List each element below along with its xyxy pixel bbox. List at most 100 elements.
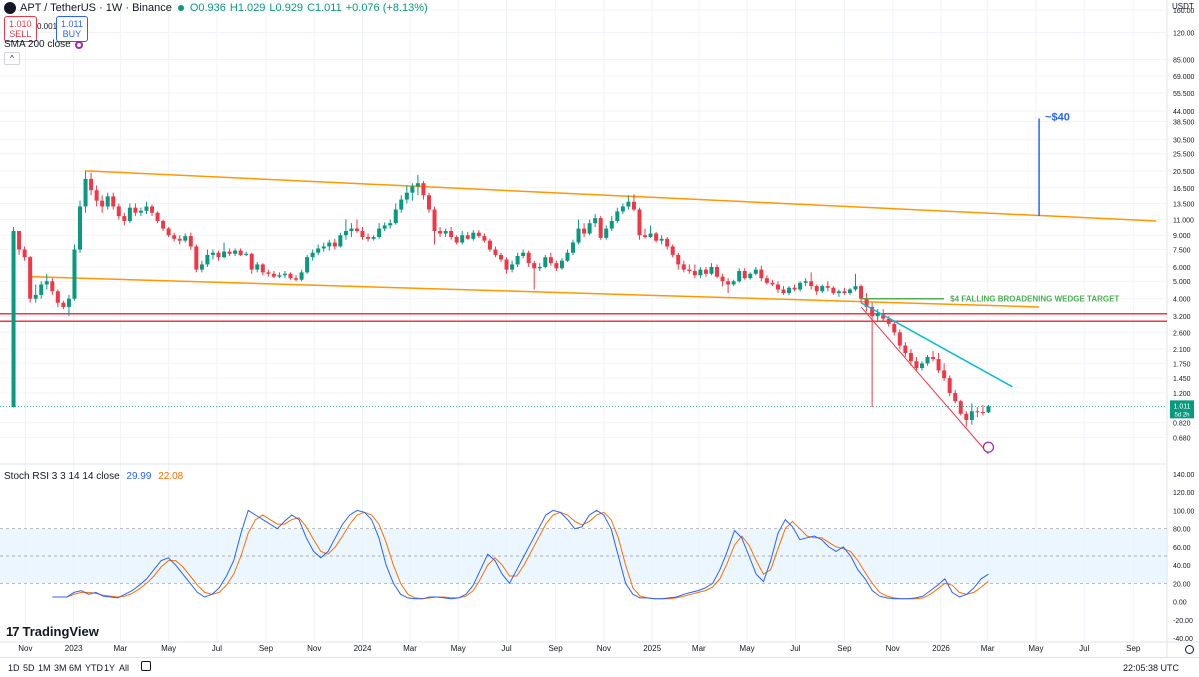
candle-body	[487, 240, 492, 250]
stoch-d-value: 22.08	[158, 471, 184, 482]
close-value: C1.011	[307, 2, 342, 14]
candle-body	[720, 276, 725, 282]
candle-body	[870, 306, 875, 317]
utc-clock[interactable]: 22:05:38 UTC	[1122, 663, 1179, 673]
candle-body	[222, 251, 227, 258]
wedge-target-label: $4 FALLING BROADENING WEDGE TARGET	[950, 295, 1119, 304]
candle	[831, 286, 836, 295]
sell-button[interactable]: 1.010 SELL	[4, 16, 37, 42]
tradingview-logo[interactable]: 17 TradingView	[6, 624, 99, 639]
candle	[753, 266, 758, 276]
timeframe-1m[interactable]: 1M	[38, 663, 51, 673]
candle	[554, 260, 559, 271]
timeframe-all[interactable]: All	[119, 663, 130, 673]
timeframe-1y[interactable]: 1Y	[104, 663, 116, 673]
candle	[665, 237, 670, 250]
chevron-up-icon[interactable]: ^	[4, 52, 20, 65]
calendar-icon[interactable]	[141, 661, 151, 671]
low-value: L0.929	[269, 2, 304, 14]
candle-body	[936, 359, 941, 371]
candle-body	[886, 318, 891, 324]
time-axis-label: Nov	[886, 644, 900, 653]
candle	[50, 278, 55, 295]
candle	[44, 273, 49, 290]
event-marker-icon	[982, 441, 995, 453]
sma-indicator-legend[interactable]: SMA 200 close	[4, 39, 83, 50]
time-axis-label: Mar	[113, 644, 127, 653]
candle	[803, 278, 808, 287]
candle-body	[748, 273, 753, 279]
currency-selector[interactable]: USDT	[1172, 2, 1194, 11]
candle	[238, 248, 243, 257]
candle-body	[44, 281, 49, 285]
stoch-lines-layer	[52, 509, 989, 600]
gear-icon[interactable]	[1185, 645, 1194, 654]
timeframe-3m[interactable]: 3M	[54, 663, 67, 673]
candle-body	[587, 223, 592, 234]
last-price-tag-bg	[1170, 400, 1194, 419]
drawings-front-layer	[0, 118, 1167, 455]
indicator-visibility-icon[interactable]	[74, 40, 83, 49]
candle-body	[814, 286, 819, 292]
time-axis-label: 2023	[65, 644, 83, 653]
time-axis[interactable]: Nov 2023 Mar May Jul Sep Nov 2024 Mar May Jul Sep No…	[18, 644, 1141, 653]
time-axis-label: Jul	[212, 644, 222, 653]
candle-body	[670, 246, 675, 255]
candles-layer	[11, 170, 991, 427]
price-axis[interactable]: 160.00 120.00 85.000 69.000 55.500 44.000 38.5…	[1170, 8, 1195, 442]
candle-body	[138, 210, 143, 213]
wedge-upper-line	[85, 170, 1157, 222]
timeframe-ytd[interactable]: YTD	[85, 663, 103, 673]
candle-body	[371, 237, 376, 239]
candle-body	[61, 302, 66, 307]
candle-body	[17, 231, 22, 250]
timeframe-6m[interactable]: 6M	[69, 663, 82, 673]
candle-body	[787, 287, 792, 294]
candle-body	[659, 238, 664, 241]
candle-body	[925, 356, 930, 364]
candle	[809, 272, 814, 290]
stoch-k-value: 29.99	[126, 471, 152, 482]
candle	[271, 270, 276, 279]
stoch-axis[interactable]: 140.00 120.00 100.00 80.00 60.00 40.00 20.00 0.…	[1173, 472, 1195, 643]
stoch-axis-label: 60.00	[1173, 545, 1191, 552]
candle-body	[332, 242, 337, 247]
candle	[925, 354, 930, 366]
stoch-axis-label: 120.00	[1173, 490, 1195, 497]
price-axis-label: 4.000	[1173, 297, 1191, 304]
buy-button[interactable]: 1.011 BUY	[56, 16, 88, 42]
candle	[748, 272, 753, 280]
candle-body	[764, 278, 769, 283]
candle-body	[582, 228, 587, 234]
timeframe-1d[interactable]: 1D	[8, 663, 20, 673]
candle-body	[11, 231, 16, 408]
candle	[360, 226, 365, 240]
stoch-rsi-legend[interactable]: Stoch RSI 3 3 14 14 close 29.99 22.08	[4, 471, 183, 482]
candle	[161, 219, 166, 232]
timeframe-5d[interactable]: 5D	[23, 663, 35, 673]
price-axis-label: 0.820	[1173, 421, 1191, 428]
candle-body	[958, 401, 963, 414]
candle	[432, 206, 437, 245]
price-axis-label: 6.000	[1173, 265, 1191, 272]
candle	[421, 180, 426, 200]
candle-body	[731, 281, 736, 285]
price-axis-label: 120.00	[1173, 31, 1195, 38]
symbol-title[interactable]: APT / TetherUS · 1W · Binance	[20, 2, 172, 14]
candle	[864, 293, 869, 312]
candle	[150, 204, 155, 217]
candle-body	[820, 286, 825, 292]
candle-body	[305, 257, 310, 273]
candle-body	[343, 231, 348, 236]
candle	[244, 251, 249, 257]
candle	[127, 203, 132, 224]
price-axis-label: 85.000	[1173, 58, 1195, 65]
candle-body	[609, 220, 614, 229]
candle-body	[78, 206, 83, 250]
candle	[443, 228, 448, 238]
price-axis-label: 9.000	[1173, 233, 1191, 240]
candle	[476, 230, 481, 238]
candle	[277, 272, 282, 279]
candle	[33, 284, 38, 303]
